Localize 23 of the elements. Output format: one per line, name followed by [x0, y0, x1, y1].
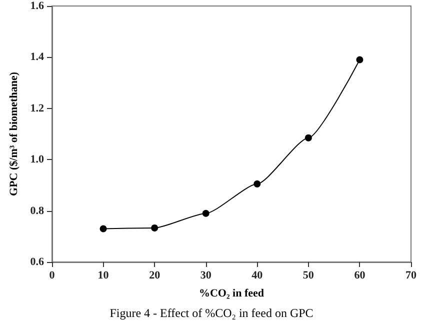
x-tick-label: 20 [149, 270, 161, 282]
point [100, 225, 107, 232]
y-tick-label: 0.8 [30, 204, 44, 217]
y-tick-label: 1.6 [30, 0, 44, 12]
point [304, 134, 312, 142]
x-axis-title: %CO₂ in feed [198, 288, 264, 300]
x-tick-label: 60 [354, 270, 366, 282]
x-tick-label: 40 [252, 270, 264, 282]
x-tick-label: 0 [49, 270, 56, 282]
y-axis-title: GPC ($/m³ of biomethane) [8, 72, 20, 196]
x-tick-label: 30 [200, 270, 212, 282]
y-tick-label: 1.2 [30, 102, 44, 114]
y-tick-label: 0.6 [30, 256, 44, 268]
point [254, 180, 261, 188]
point [202, 210, 210, 217]
x-tick-label: 70 [406, 270, 417, 282]
point [356, 56, 364, 64]
x-tick-label: 50 [302, 270, 314, 282]
point [151, 224, 158, 232]
text: Figure 4 - Effect of %CO₂ in feed on GPC [110, 306, 314, 320]
x-tick-label: 10 [98, 270, 110, 282]
y-tick-label: 1.0 [30, 154, 44, 166]
y-tick-label: 1.4 [30, 51, 44, 64]
